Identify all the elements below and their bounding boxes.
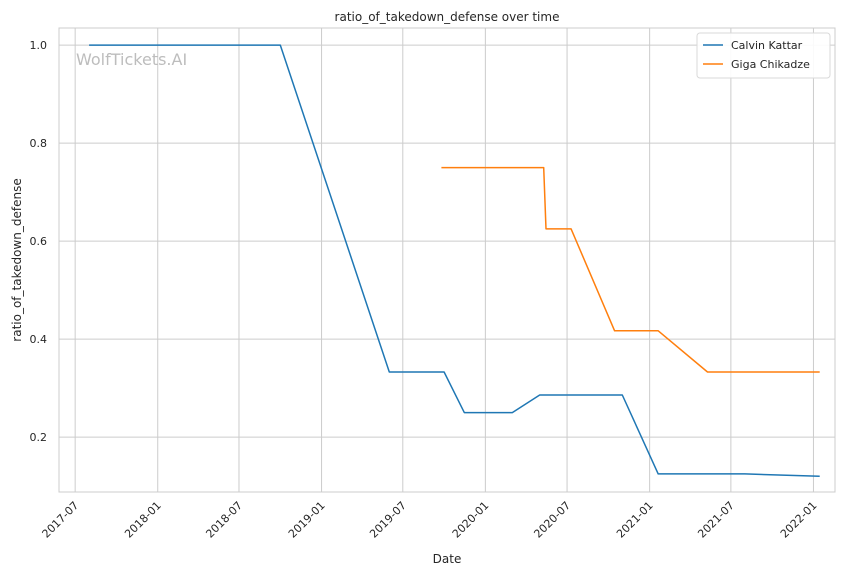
x-tick-label: 2018-07 bbox=[203, 499, 245, 541]
y-tick-label: 0.6 bbox=[30, 235, 48, 248]
legend-box bbox=[696, 32, 831, 79]
legend-label: Calvin Kattar bbox=[731, 39, 803, 52]
legend: Calvin Kattar Giga Chikadze bbox=[696, 32, 831, 79]
y-tick-label: 0.2 bbox=[30, 431, 48, 444]
x-tick-label: 2020-01 bbox=[450, 499, 492, 541]
y-tick-label: 0.8 bbox=[30, 137, 48, 150]
x-axis-ticks: 2017-07 2018-01 2018-07 2019-01 2019-07 2020-… bbox=[40, 499, 820, 541]
y-axis-ticks: 0.2 0.4 0.6 0.8 1.0 bbox=[30, 39, 48, 444]
grid bbox=[59, 28, 835, 492]
x-tick-label: 2022-01 bbox=[778, 499, 820, 541]
watermark: WolfTickets.AI bbox=[76, 50, 187, 69]
x-axis-label: Date bbox=[433, 552, 462, 566]
plot-area bbox=[58, 27, 836, 493]
x-tick-label: 2019-01 bbox=[286, 499, 328, 541]
x-tick-label: 2021-07 bbox=[695, 499, 737, 541]
chart-title: ratio_of_takedown_defense over time bbox=[335, 10, 560, 24]
x-tick-label: 2021-01 bbox=[614, 499, 656, 541]
y-tick-label: 0.4 bbox=[30, 333, 48, 346]
series-line-calvin-kattar bbox=[89, 44, 820, 478]
legend-label: Giga Chikadze bbox=[731, 58, 810, 71]
x-tick-label: 2017-07 bbox=[40, 499, 82, 541]
y-tick-label: 1.0 bbox=[30, 39, 48, 52]
x-tick-label: 2018-01 bbox=[122, 499, 164, 541]
x-tick-label: 2020-07 bbox=[531, 499, 573, 541]
x-tick-label: 2019-07 bbox=[367, 499, 409, 541]
series-line-giga-chikadze bbox=[441, 166, 820, 373]
y-axis-label: ratio_of_takedown_defense bbox=[10, 178, 24, 341]
series-lines bbox=[89, 44, 820, 478]
